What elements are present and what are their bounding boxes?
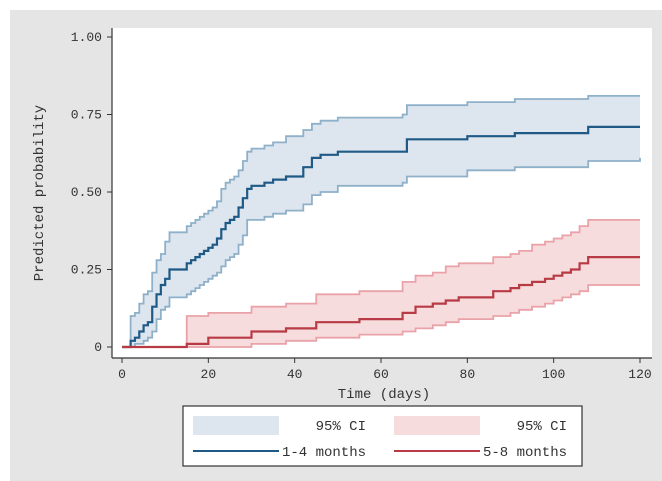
- x-tick-label: 120: [628, 367, 651, 382]
- ci-lower-line-1: [122, 157, 641, 348]
- x-tick-label: 40: [287, 367, 303, 382]
- y-tick-label: 1.00: [71, 30, 102, 45]
- legend-label: 1-4 months: [282, 445, 366, 461]
- y-tick-label: 0.75: [71, 108, 102, 123]
- series-line-2: [122, 256, 640, 349]
- y-axis-title: Predicted probability: [32, 105, 48, 281]
- legend-ci-swatch-1: [193, 416, 279, 435]
- line-layer: [122, 125, 640, 349]
- y-tick-label: 0.25: [71, 263, 102, 278]
- x-tick-label: 100: [542, 367, 565, 382]
- axes-layer: 0 20 40 60 80 100 120 0 0.25 0.50 0.75 1.00: [71, 28, 652, 382]
- ci-upper-line-2: [122, 219, 640, 348]
- legend-label: 95% CI: [517, 419, 567, 435]
- ci-upper-line-1: [122, 95, 640, 348]
- legend-label: 95% CI: [316, 419, 366, 435]
- legend: 95% CI 95% CI 1-4 months 5-8 months: [182, 405, 583, 467]
- legend-label: 5-8 months: [483, 445, 567, 461]
- series-line-1: [122, 125, 640, 349]
- x-axis-title: Time (days): [338, 387, 430, 403]
- ci-band-1: [122, 95, 640, 348]
- x-tick-label: 80: [460, 367, 476, 382]
- ci-lower-line-2: [122, 284, 640, 348]
- ci-layer: [122, 95, 641, 348]
- legend-ci-swatch-2: [394, 416, 480, 435]
- x-tick-label: 60: [373, 367, 389, 382]
- y-tick-label: 0: [94, 340, 102, 355]
- x-tick-label: 20: [201, 367, 217, 382]
- x-tick-label: 0: [118, 367, 126, 382]
- y-tick-label: 0.50: [71, 185, 102, 200]
